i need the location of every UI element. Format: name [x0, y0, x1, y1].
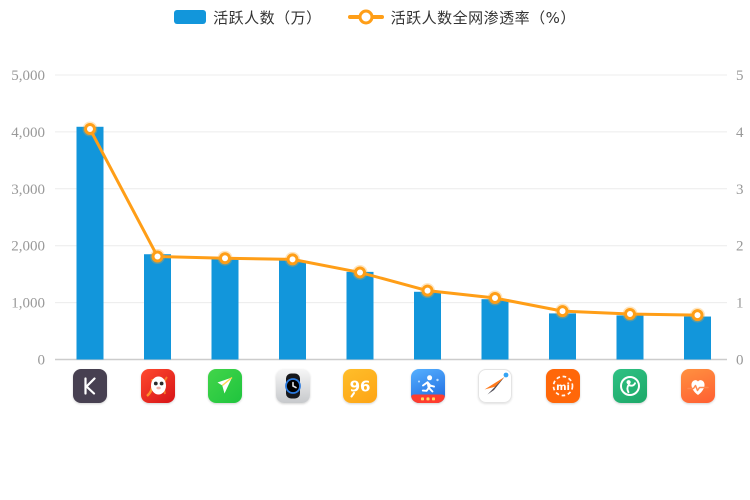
joyrun-paper-plane-app-icon — [478, 369, 512, 403]
right-axis-tick-label: 2 — [736, 239, 744, 255]
active-users-bar[interactable] — [414, 291, 441, 360]
green-figure-ring-app-icon — [613, 369, 647, 403]
legend-item-active-users[interactable]: 活跃人数（万） — [174, 7, 322, 28]
active-users-bar[interactable] — [76, 126, 104, 360]
penetration-rate-marker[interactable] — [421, 284, 434, 297]
svg-text:96: 96 — [350, 378, 371, 396]
legend-label-active-users: 活跃人数（万） — [213, 8, 322, 27]
active-users-bar[interactable] — [616, 315, 644, 360]
number-96-app-icon: 96 — [343, 369, 377, 403]
penetration-rate-marker[interactable] — [556, 305, 569, 318]
penetration-rate-line — [88, 127, 699, 317]
right-axis-tick-label: 1 — [736, 296, 744, 312]
codoon-red-mascot-app-icon — [140, 369, 175, 403]
bar-series-swatch — [174, 10, 207, 24]
right-axis-tick-label: 0 — [736, 353, 744, 369]
penetration-rate-marker[interactable] — [84, 123, 96, 136]
left-axis-tick-label: 2,000 — [11, 239, 45, 255]
legend-item-penetration[interactable]: 活跃人数全网渗透率（%） — [347, 7, 576, 28]
active-users-bar[interactable] — [211, 258, 239, 360]
svg-text:mi: mi — [556, 382, 570, 393]
penetration-rate-marker[interactable] — [691, 309, 704, 322]
line-series-swatch — [347, 9, 384, 25]
right-axis-tick-label: 3 — [736, 182, 744, 198]
active-users-bar[interactable] — [481, 299, 509, 360]
right-axis-tick-label: 4 — [736, 125, 744, 141]
left-axis-tick-label: 3,000 — [11, 182, 45, 198]
line-series-marker-icon — [358, 9, 374, 25]
left-axis-tick-label: 5,000 — [11, 68, 45, 84]
penetration-rate-marker[interactable] — [489, 292, 501, 305]
active-users-bar[interactable] — [684, 316, 711, 360]
blue-walker-reward-app-icon — [410, 369, 445, 403]
smartwatch-app-icon — [275, 369, 310, 403]
active-users-bar[interactable] — [549, 313, 576, 360]
active-users-bar[interactable] — [279, 260, 306, 360]
legend-label-penetration: 活跃人数全网渗透率（%） — [390, 8, 576, 27]
keep-app-icon — [73, 369, 107, 403]
penetration-rate-marker[interactable] — [286, 253, 299, 266]
left-axis-tick-label: 0 — [38, 353, 46, 369]
penetration-rate-marker[interactable] — [624, 307, 636, 320]
active-users-bar[interactable] — [346, 271, 374, 360]
penetration-rate-marker[interactable] — [219, 252, 231, 265]
chart-legend: 活跃人数（万） 活跃人数全网渗透率（%） — [0, 5, 750, 29]
mi-fit-app-icon: mi — [545, 369, 580, 403]
penetration-rate-marker[interactable] — [151, 250, 164, 263]
green-arrow-sport-app-icon — [208, 369, 242, 403]
left-axis-tick-label: 1,000 — [11, 296, 45, 312]
left-axis-tick-label: 4,000 — [11, 125, 45, 141]
penetration-rate-marker[interactable] — [354, 266, 366, 279]
active-users-bar[interactable] — [144, 254, 171, 360]
heart-pulse-health-app-icon — [680, 369, 715, 403]
right-axis-tick-label: 5 — [736, 68, 744, 84]
